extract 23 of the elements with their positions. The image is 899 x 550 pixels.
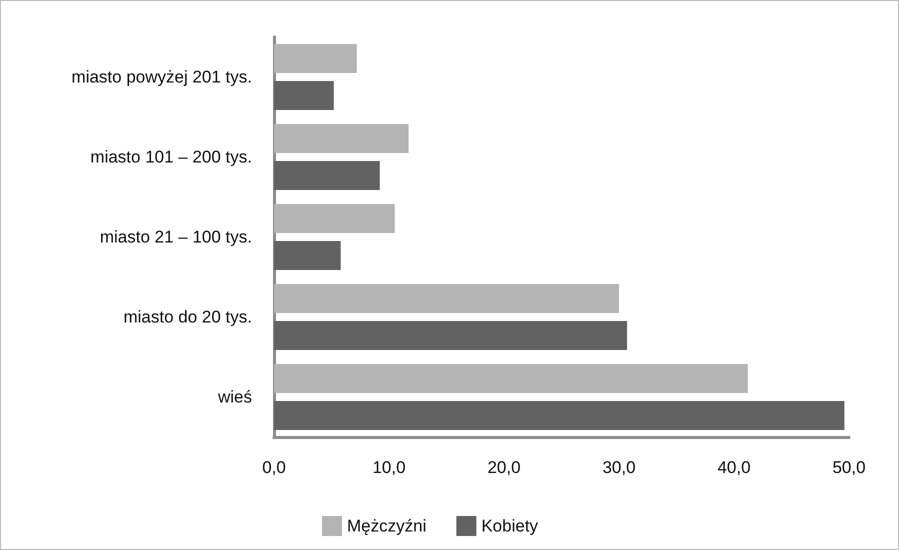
x-tick-label: 0,0 xyxy=(262,458,286,477)
y-tick-label: miasto 21 – 100 tys. xyxy=(100,228,252,246)
bar xyxy=(274,401,844,430)
bar xyxy=(274,241,341,270)
y-tick-label: miasto do 20 tys. xyxy=(123,308,252,326)
x-tick-label: 10,0 xyxy=(372,458,406,477)
y-tick-label: miasto 101 – 200 tys. xyxy=(90,148,252,166)
x-tick-label: 40,0 xyxy=(717,458,751,477)
bar xyxy=(274,81,334,110)
bar xyxy=(274,284,619,313)
legend-label: Mężczyźni xyxy=(347,516,426,536)
x-tick-label: 20,0 xyxy=(487,458,521,477)
bar xyxy=(274,204,395,233)
x-tick-label: 50,0 xyxy=(832,458,866,477)
y-tick-label: miasto powyżej 201 tys. xyxy=(72,68,252,86)
x-tick-label: 30,0 xyxy=(602,458,636,477)
y-tick-label: wieś xyxy=(216,388,252,406)
bar xyxy=(274,44,357,73)
bar xyxy=(274,364,748,393)
bar xyxy=(274,321,628,350)
legend-label: Kobiety xyxy=(481,516,539,536)
bar xyxy=(274,161,380,190)
bar xyxy=(274,124,409,153)
